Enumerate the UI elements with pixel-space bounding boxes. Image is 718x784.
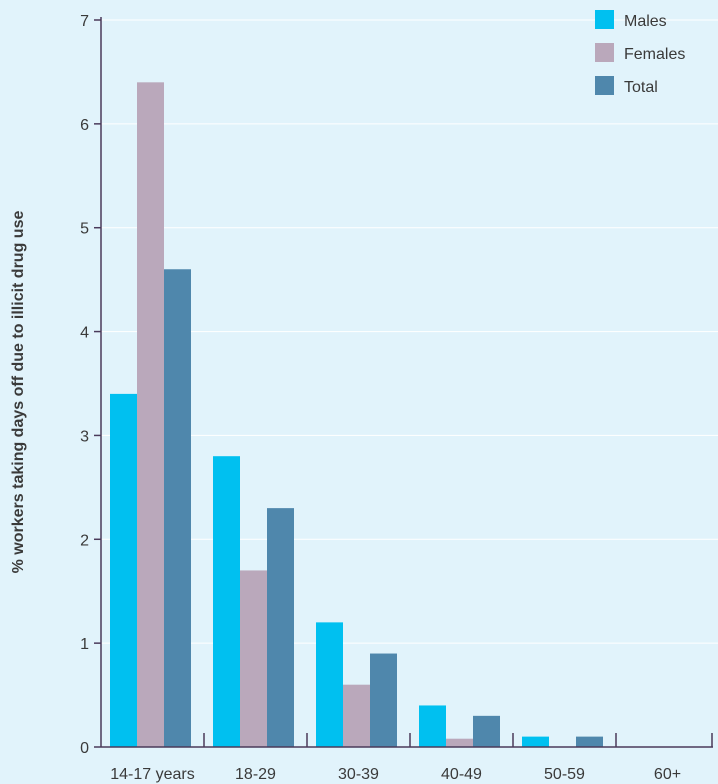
bars (110, 82, 603, 748)
bar-males-1 (213, 456, 240, 747)
x-tick-label: 40-49 (441, 766, 482, 783)
y-tick-label: 5 (80, 221, 89, 238)
legend-label-males: Males (624, 13, 667, 30)
y-tick-labels: 0 1 2 3 4 5 6 7 (80, 13, 89, 757)
y-tick-label: 7 (80, 13, 89, 30)
x-tick-label: 50-59 (544, 766, 585, 783)
bar-females-0 (137, 82, 164, 748)
bar-males-4 (522, 736, 549, 747)
y-tick-label: 2 (80, 532, 89, 549)
y-tick-label: 0 (80, 740, 89, 757)
gridlines (101, 19, 718, 644)
y-tick-label: 1 (80, 636, 89, 653)
y-axis-title: % workers taking days off due to illicit… (10, 211, 27, 574)
x-tick-labels: 14-17 years 18-29 30-39 40-49 50-59 60+ (110, 766, 681, 783)
bar-males-0 (110, 393, 137, 747)
bar-females-2 (343, 684, 370, 747)
bar-total-1 (267, 508, 294, 747)
x-tick-label: 60+ (654, 766, 681, 783)
legend-swatch-females (595, 43, 614, 62)
x-tick-label: 30-39 (338, 766, 379, 783)
y-tick-label: 4 (80, 325, 89, 342)
y-tick-label: 3 (80, 428, 89, 445)
bar-total-4 (576, 736, 603, 747)
bar-females-1 (240, 570, 267, 747)
bar-males-2 (316, 622, 343, 747)
axes (94, 17, 713, 748)
legend-label-total: Total (624, 79, 658, 96)
bar-males-3 (419, 705, 446, 747)
bar-females-3 (446, 738, 473, 747)
legend: Males Females Total (595, 10, 685, 96)
x-tick-label: 14-17 years (110, 766, 195, 783)
legend-label-females: Females (624, 46, 685, 63)
legend-swatch-males (595, 10, 614, 29)
bar-total-2 (370, 653, 397, 747)
bar-total-0 (164, 269, 191, 747)
y-tick-label: 6 (80, 117, 89, 134)
x-tick-label: 18-29 (235, 766, 276, 783)
bar-total-3 (473, 715, 500, 747)
legend-swatch-total (595, 76, 614, 95)
